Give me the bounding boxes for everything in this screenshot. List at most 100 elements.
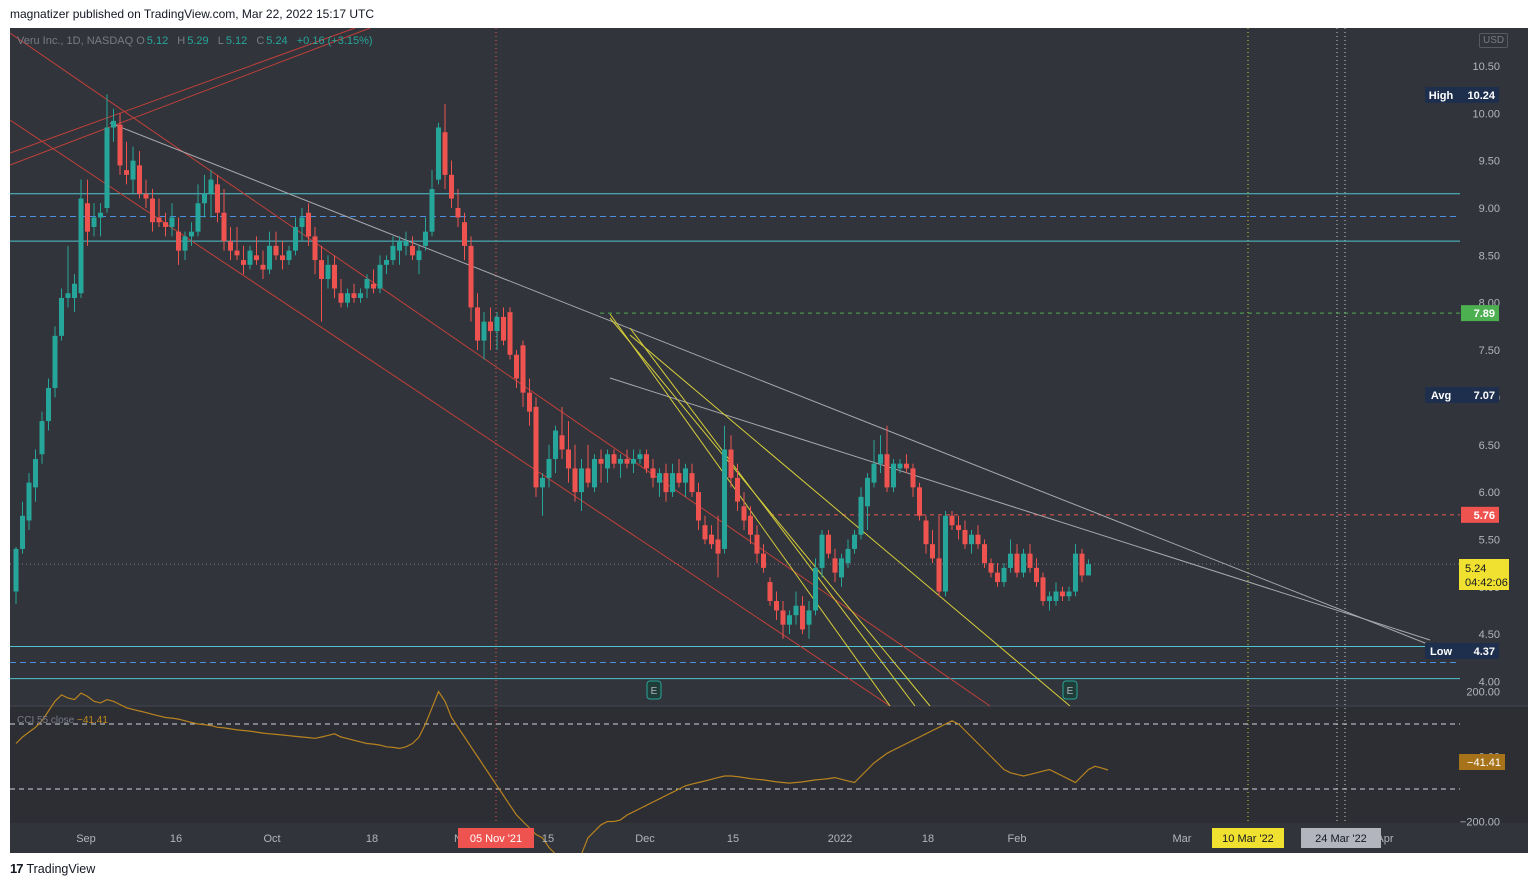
candle [208, 170, 214, 218]
candle-body [111, 120, 116, 128]
candle [241, 245, 246, 275]
candle [410, 236, 415, 261]
chart-frame[interactable]: EE10.5010.009.509.008.508.007.507.006.50… [10, 28, 1528, 853]
candle [585, 444, 591, 488]
low-tag-value: 4.37 [1474, 646, 1495, 658]
candle-body [735, 477, 740, 502]
candle-body [754, 534, 760, 554]
candle [566, 421, 571, 483]
candle-body [611, 454, 617, 464]
low-tag-value-bg [1467, 643, 1499, 659]
price-tick-label: 8.50 [1479, 250, 1500, 262]
low-key: L [217, 35, 224, 47]
candle-body [839, 558, 844, 578]
time-tick-label: 18 [366, 833, 378, 845]
candle [982, 539, 987, 568]
candle [865, 473, 870, 530]
candle-body [832, 558, 838, 573]
candle [657, 468, 662, 497]
currency-button[interactable]: USD [1479, 33, 1509, 48]
candle-body [663, 473, 669, 493]
candle-body [618, 458, 623, 464]
candle-body [429, 189, 435, 232]
candle-body [299, 217, 305, 227]
candle-body [657, 473, 662, 483]
candle-body [72, 283, 77, 298]
candle-body [33, 458, 38, 488]
candle-body [527, 392, 532, 412]
candle [806, 601, 812, 639]
candle-body [975, 534, 981, 545]
candle-body [78, 198, 84, 294]
time-tick-label: Oct [263, 833, 280, 845]
candle-body [306, 212, 311, 237]
price-tick-label: 6.50 [1479, 440, 1500, 452]
high-tag-value: 10.24 [1467, 90, 1495, 102]
candle [741, 492, 747, 530]
candle-body [85, 203, 90, 232]
candle [904, 454, 909, 474]
candle-body [605, 454, 610, 469]
candle-body [774, 601, 779, 611]
candle [813, 558, 818, 616]
candle-body [1008, 553, 1013, 568]
candle-body [1047, 596, 1052, 602]
candle [403, 231, 409, 256]
candle-body [351, 293, 357, 298]
candle-body [891, 463, 896, 488]
candle-body [228, 241, 233, 251]
candle [338, 279, 344, 308]
green-level-tag-bg [1461, 305, 1499, 322]
time-tick-label: 18 [922, 833, 934, 845]
candle [1086, 559, 1091, 576]
price-tick-label: 10.00 [1472, 108, 1500, 120]
candle [234, 226, 240, 261]
candle-body [728, 449, 734, 478]
time-tick-label: Dec [635, 833, 655, 845]
candle-body [709, 534, 714, 545]
candle-body [202, 193, 207, 204]
candle-body [442, 132, 448, 175]
price-tick-label: 4.00 [1479, 677, 1500, 689]
candle-body [156, 217, 162, 223]
candle [267, 231, 272, 275]
candle-body [1060, 591, 1065, 597]
candle-body [748, 515, 753, 535]
candle-body [46, 387, 51, 422]
cci-legend-value: −41.41 [77, 715, 108, 726]
candle [605, 449, 610, 483]
low-tag-name-bg [1425, 643, 1467, 659]
candle [46, 378, 51, 431]
candle-body [930, 544, 935, 559]
candle [26, 473, 32, 530]
candle-body [858, 496, 864, 535]
candle [455, 189, 461, 227]
candle-body [455, 208, 461, 218]
candle [104, 94, 110, 213]
yellow-fan-line-b [609, 317, 931, 707]
candle-body [1086, 564, 1091, 576]
candle [286, 245, 292, 265]
candle-body [546, 458, 552, 478]
grey-trendline-a [109, 122, 1431, 646]
candle [949, 511, 955, 530]
candle [163, 212, 168, 237]
candle-body [397, 241, 402, 251]
candle [468, 236, 474, 322]
candle [884, 425, 890, 493]
candle-body [377, 264, 383, 289]
candle-body [540, 477, 545, 488]
candle-body [117, 124, 123, 166]
time-tick-label: 15 [727, 833, 739, 845]
footer-brand[interactable]: 17 TradingView [10, 861, 95, 876]
candle-body [338, 293, 344, 303]
candle [72, 274, 77, 313]
candle-body [956, 525, 961, 530]
candle [559, 406, 565, 459]
candle [111, 108, 116, 142]
earnings-marker-icon [1062, 680, 1078, 700]
candle [598, 449, 604, 483]
candle-body [208, 179, 214, 194]
candle [761, 544, 766, 573]
chart-canvas[interactable]: EE10.5010.009.509.008.508.007.507.006.50… [10, 28, 1528, 853]
